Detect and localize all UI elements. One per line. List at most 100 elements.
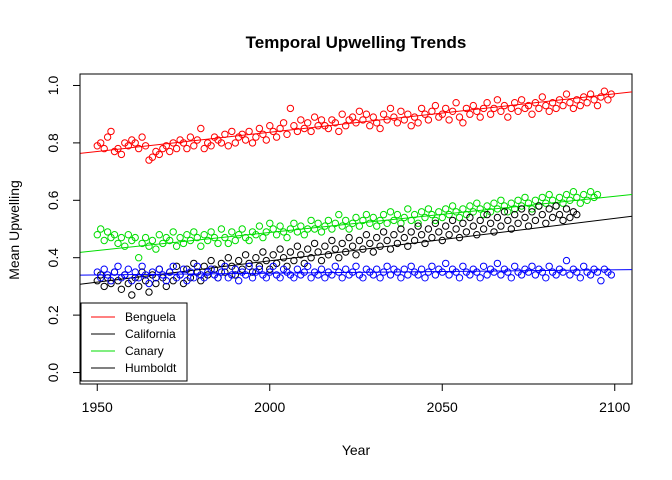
data-point <box>500 208 509 216</box>
data-point <box>404 242 412 250</box>
data-point <box>369 213 377 222</box>
data-point <box>166 268 174 276</box>
data-point <box>179 139 188 147</box>
legend-label: Canary <box>125 344 164 358</box>
data-point <box>490 268 498 276</box>
legend: Benguela California Canary Humboldt <box>80 302 188 382</box>
trend-line-california <box>80 269 632 276</box>
data-point <box>511 210 519 219</box>
data-point <box>266 219 274 228</box>
data-point <box>373 119 381 127</box>
data-point <box>455 213 464 222</box>
data-point <box>255 124 264 133</box>
data-point <box>431 219 440 228</box>
data-point <box>117 285 126 293</box>
data-point <box>407 122 415 130</box>
data-point <box>231 139 240 147</box>
data-point <box>97 225 105 233</box>
data-point <box>559 199 567 207</box>
data-point <box>214 274 222 282</box>
data-point <box>393 210 402 219</box>
data-point <box>335 210 343 219</box>
data-point <box>335 254 343 262</box>
data-point <box>162 282 171 291</box>
data-point <box>355 236 364 245</box>
data-point <box>214 239 222 248</box>
trend-line-humboldt <box>80 215 632 285</box>
data-point <box>248 268 257 276</box>
data-point <box>362 210 371 219</box>
data-point <box>342 122 350 130</box>
data-point <box>511 99 519 107</box>
y-tick-label: 0.4 <box>45 248 61 268</box>
data-point <box>317 265 326 273</box>
data-point <box>148 268 157 276</box>
data-point <box>186 268 195 276</box>
data-point <box>317 228 326 236</box>
data-point <box>114 262 122 270</box>
data-point <box>531 196 540 205</box>
data-point <box>217 268 226 276</box>
data-point <box>479 210 488 219</box>
data-point <box>262 136 270 144</box>
data-point <box>493 259 502 268</box>
data-point <box>310 113 319 121</box>
data-point <box>535 104 543 113</box>
data-point <box>231 271 240 279</box>
data-point <box>131 268 139 276</box>
data-point <box>490 199 498 207</box>
data-point <box>217 225 226 233</box>
data-point <box>459 219 467 228</box>
chart-title: Temporal Upwelling Trends <box>246 33 467 52</box>
data-point <box>490 228 498 236</box>
data-point <box>100 144 108 153</box>
data-point <box>469 222 477 230</box>
data-point <box>235 256 243 265</box>
data-point <box>400 116 408 124</box>
data-point <box>100 265 108 273</box>
data-point <box>103 228 112 236</box>
data-point <box>110 268 119 276</box>
data-point <box>155 231 164 239</box>
data-point <box>486 219 495 228</box>
data-point <box>445 210 453 219</box>
data-point <box>359 274 367 282</box>
data-point <box>448 216 457 225</box>
data-point <box>538 268 546 276</box>
data-point <box>207 228 215 236</box>
data-point <box>583 196 591 205</box>
data-point <box>435 228 443 236</box>
data-point <box>97 139 105 147</box>
series-benguela <box>80 87 632 164</box>
data-point <box>514 196 522 205</box>
data-point <box>504 113 512 121</box>
data-point <box>145 242 153 250</box>
data-point <box>548 196 557 205</box>
data-point <box>141 233 150 242</box>
data-point <box>562 256 571 265</box>
data-point <box>193 233 202 242</box>
data-point <box>590 96 598 104</box>
data-point <box>366 122 374 130</box>
data-point <box>376 124 384 133</box>
data-point <box>542 219 550 228</box>
data-point <box>241 136 250 144</box>
data-point <box>335 127 343 136</box>
data-point <box>473 199 481 207</box>
data-point <box>159 271 167 279</box>
data-point <box>248 274 257 282</box>
data-point <box>476 216 484 225</box>
data-point <box>383 236 391 245</box>
data-point <box>169 262 177 270</box>
data-point <box>190 228 198 236</box>
data-point <box>193 262 202 270</box>
data-point <box>507 225 515 233</box>
data-point <box>431 216 440 225</box>
data-point <box>586 90 595 98</box>
data-point <box>162 142 171 150</box>
data-point <box>321 274 329 282</box>
data-point <box>545 205 553 213</box>
data-point <box>462 104 471 113</box>
data-point <box>259 130 267 139</box>
data-point <box>297 116 305 124</box>
